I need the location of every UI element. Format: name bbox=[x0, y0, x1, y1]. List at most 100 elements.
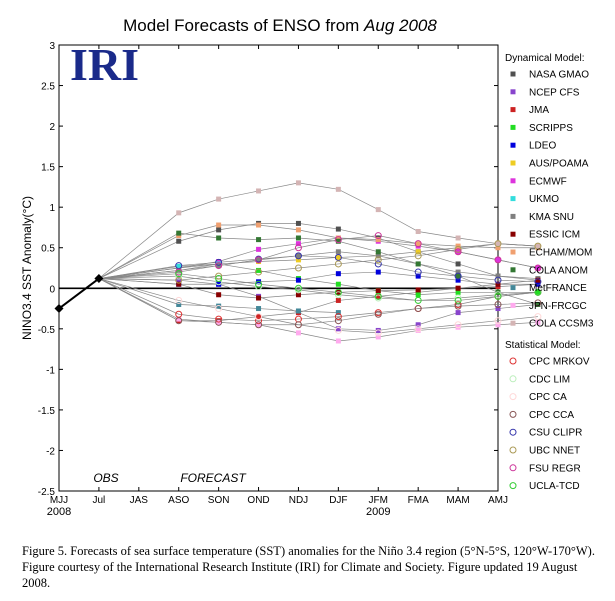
point-cola-ccsm3 bbox=[455, 235, 461, 241]
point-ldeo bbox=[335, 271, 341, 277]
point-fsu-regr bbox=[534, 264, 542, 272]
observed-point bbox=[94, 274, 104, 284]
point-cola-anom bbox=[415, 261, 421, 267]
point-csu-clipr bbox=[215, 258, 223, 266]
point-echam-mom bbox=[256, 222, 262, 228]
point-cola-anom bbox=[375, 249, 381, 255]
point-ldeo bbox=[415, 273, 421, 279]
y-tick-label: 0.5 bbox=[41, 244, 55, 255]
x-year-label: 2008 bbox=[47, 506, 71, 518]
point-ubc-nnet bbox=[294, 264, 302, 272]
connector-lines bbox=[98, 182, 539, 342]
observed-line bbox=[58, 277, 100, 310]
point-ecmwf bbox=[535, 265, 541, 271]
point-ucla-tcd bbox=[414, 296, 422, 304]
point-kma-snu bbox=[335, 249, 341, 255]
x-tick-label: JFM bbox=[369, 495, 388, 506]
point-cola-ccsm3 bbox=[495, 241, 501, 247]
plot-frame bbox=[58, 44, 499, 492]
y-tick-label: 3 bbox=[49, 41, 55, 52]
point-cola-ccsm3 bbox=[415, 229, 421, 235]
legend-label-essic-icm: ESSIC ICM bbox=[529, 230, 580, 241]
point-jma bbox=[256, 314, 262, 320]
point-essic-icm bbox=[256, 295, 262, 301]
point-cpc-cca bbox=[414, 305, 422, 313]
point-cdc-lim bbox=[334, 291, 342, 299]
legend-label-aus-poama: AUS/POAMA bbox=[529, 159, 589, 170]
legend-label-ucla-tcd: UCLA-TCD bbox=[529, 481, 580, 492]
point-ubc-nnet bbox=[215, 272, 223, 280]
point-echam-mom bbox=[216, 222, 222, 228]
x-tick-label: DJF bbox=[329, 495, 347, 506]
point-nasa-gmao bbox=[295, 220, 301, 226]
x-tick-label: JAS bbox=[130, 495, 149, 506]
legend-label-csu-clipr: CSU CLIPR bbox=[529, 428, 582, 439]
point-cpc-cca bbox=[175, 317, 183, 325]
point-aus-poama bbox=[295, 257, 301, 263]
y-tick-label: 2.5 bbox=[41, 82, 55, 93]
legend-marker-ldeo bbox=[510, 142, 516, 148]
point-cpc-ca bbox=[494, 317, 502, 325]
point-kma-snu bbox=[256, 257, 262, 263]
point-csu-clipr bbox=[414, 268, 422, 276]
point-kma-snu bbox=[375, 253, 381, 259]
figure-caption: Figure 5. Forecasts of sea surface tempe… bbox=[22, 544, 595, 590]
point-cola-ccsm3 bbox=[375, 207, 381, 213]
point-ubc-nnet bbox=[374, 256, 382, 264]
legend-marker-metfrance bbox=[510, 285, 516, 291]
legend-label-scripps: SCRIPPS bbox=[529, 123, 573, 134]
point-ucla-tcd bbox=[494, 292, 502, 300]
legend-label-jma: JMA bbox=[529, 105, 549, 116]
legend-label-cpc-cca: CPC CCA bbox=[529, 410, 574, 421]
plot-axes: -2.5 -2 -1.5 -1 -0.5 0 0.5 1 1.5 2 2.5 3 MJJ Jul JAS AS… bbox=[38, 41, 508, 518]
y-tick-label: -0.5 bbox=[38, 325, 56, 336]
chart-title: Model Forecasts of ENSO from Aug 2008 bbox=[123, 16, 437, 35]
y-tick-label: 1 bbox=[49, 203, 55, 214]
point-jpn-frcgc bbox=[415, 327, 421, 333]
point-nasa-gmao bbox=[176, 238, 182, 244]
legend-marker-ucla-tcd bbox=[509, 482, 517, 490]
point-metfrance bbox=[216, 303, 222, 309]
point-ecmwf bbox=[495, 257, 501, 263]
chart-title-date: Aug 2008 bbox=[363, 16, 437, 35]
point-cpc-mrkov bbox=[215, 315, 223, 323]
legend-marker-cdc-lim bbox=[509, 375, 517, 383]
point-ncep-cfs bbox=[375, 327, 381, 333]
series-line-ecmwf bbox=[98, 237, 538, 279]
x-year-label: 2009 bbox=[366, 506, 390, 518]
series-line-cola-ccsm3 bbox=[98, 182, 538, 279]
point-ldeo bbox=[295, 277, 301, 283]
legend-marker-nasa-gmao bbox=[510, 71, 516, 77]
point-fsu-regr bbox=[414, 240, 422, 248]
point-scripps bbox=[535, 289, 541, 295]
legend-marker-cpc-ca bbox=[509, 393, 517, 401]
point-kma-snu bbox=[295, 253, 301, 259]
point-fsu-regr bbox=[454, 248, 462, 256]
point-scripps bbox=[415, 292, 421, 298]
point-cola-anom bbox=[216, 235, 222, 241]
observed-point bbox=[54, 304, 64, 314]
obs-annotation: OBS bbox=[93, 471, 118, 485]
series-markers bbox=[175, 180, 542, 344]
point-kma-snu bbox=[455, 269, 461, 275]
point-scripps bbox=[335, 281, 341, 287]
point-cpc-cca bbox=[534, 299, 542, 307]
legend-marker-essic-icm bbox=[510, 231, 516, 237]
point-nasa-gmao bbox=[216, 227, 222, 233]
point-cola-ccsm3 bbox=[176, 210, 182, 216]
point-scripps bbox=[256, 267, 262, 273]
x-tick-label: ASO bbox=[168, 495, 189, 506]
legend-header-statistical: Statistical Model: bbox=[505, 340, 581, 351]
point-cdc-lim bbox=[454, 294, 462, 302]
point-ucla-tcd bbox=[294, 284, 302, 292]
point-jma bbox=[335, 297, 341, 303]
x-tick-label: SON bbox=[208, 495, 230, 506]
legend-marker-cpc-cca bbox=[509, 410, 517, 418]
point-cola-ccsm3 bbox=[535, 243, 541, 249]
legend-label-ubc-nnet: UBC NNET bbox=[529, 446, 580, 457]
point-ncep-cfs bbox=[415, 322, 421, 328]
x-tick-label: FMA bbox=[408, 495, 429, 506]
point-kma-snu bbox=[495, 273, 501, 279]
point-nasa-gmao bbox=[455, 261, 461, 267]
legend-marker-ukmo bbox=[510, 196, 516, 202]
